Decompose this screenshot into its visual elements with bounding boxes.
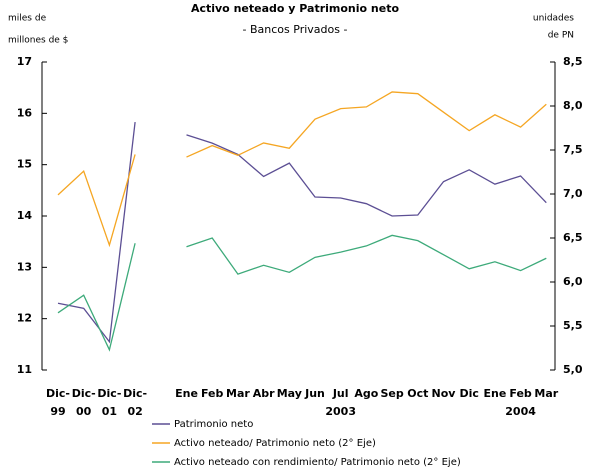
y2-tick-label: 7,5 — [563, 143, 583, 156]
x-tick-label: Dic- — [123, 387, 147, 400]
y2-tick-label: 7,0 — [563, 187, 583, 200]
legend-label: Activo neteado/ Patrimonio neto (2° Eje) — [174, 438, 376, 449]
x-tick-sublabel: 00 — [76, 405, 92, 418]
x-tick-label: Jul — [332, 387, 349, 400]
y-tick-label: 15 — [17, 158, 32, 171]
x-tick-label: Feb — [201, 387, 224, 400]
x-tick-label: Dic — [459, 387, 478, 400]
y-tick-label: 11 — [17, 363, 32, 376]
y-tick-label: 13 — [17, 260, 32, 273]
y2-tick-label: 8,5 — [563, 55, 583, 68]
x-tick-sublabel: 02 — [127, 405, 142, 418]
chart-subtitle: - Bancos Privados - — [243, 23, 348, 36]
x-tick-sublabel: 01 — [102, 405, 117, 418]
y2-tick-label: 6,5 — [563, 231, 583, 244]
y2-axis-label: de PN — [548, 31, 574, 41]
x-tick-label: Feb — [509, 387, 532, 400]
x-tick-label: Jun — [304, 387, 325, 400]
series-line — [57, 91, 547, 248]
legend-label: Patrimonio neto — [174, 419, 253, 430]
x-tick-label: Dic- — [46, 387, 70, 400]
series-line — [57, 234, 547, 352]
x-tick-sublabel: 99 — [50, 405, 65, 418]
x-tick-label: Mar — [226, 387, 250, 400]
y-tick-label: 12 — [17, 312, 32, 325]
y-tick-label: 14 — [17, 209, 33, 222]
x-tick-label: Dic- — [72, 387, 96, 400]
x-tick-sublabel: 2004 — [505, 405, 536, 418]
x-tick-label: Ene — [483, 387, 506, 400]
y-axis-label: miles de — [8, 14, 47, 24]
legend-label: Activo neteado con rendimiento/ Patrimon… — [174, 457, 461, 468]
series-line — [57, 121, 547, 344]
x-tick-label: Oct — [407, 387, 428, 400]
y-axis-label: millones de $ — [8, 36, 68, 46]
x-tick-label: Abr — [253, 387, 275, 400]
y2-tick-label: 8,0 — [563, 99, 583, 112]
y2-tick-label: 5,0 — [563, 363, 583, 376]
x-tick-label: Ene — [175, 387, 198, 400]
y2-tick-label: 6,0 — [563, 275, 583, 288]
y2-tick-label: 5,5 — [563, 319, 583, 332]
x-tick-sublabel: 2003 — [325, 405, 356, 418]
x-tick-label: Nov — [432, 387, 457, 400]
x-tick-label: Ago — [354, 387, 378, 400]
chart-title: Activo neteado y Patrimonio neto — [191, 2, 400, 15]
y-tick-label: 16 — [17, 106, 33, 119]
x-tick-label: Dic- — [97, 387, 121, 400]
x-tick-label: Sep — [380, 387, 403, 400]
x-tick-label: May — [277, 387, 302, 400]
x-tick-label: Mar — [534, 387, 558, 400]
y-tick-label: 17 — [17, 55, 32, 68]
y2-axis-label: unidades — [533, 14, 574, 24]
